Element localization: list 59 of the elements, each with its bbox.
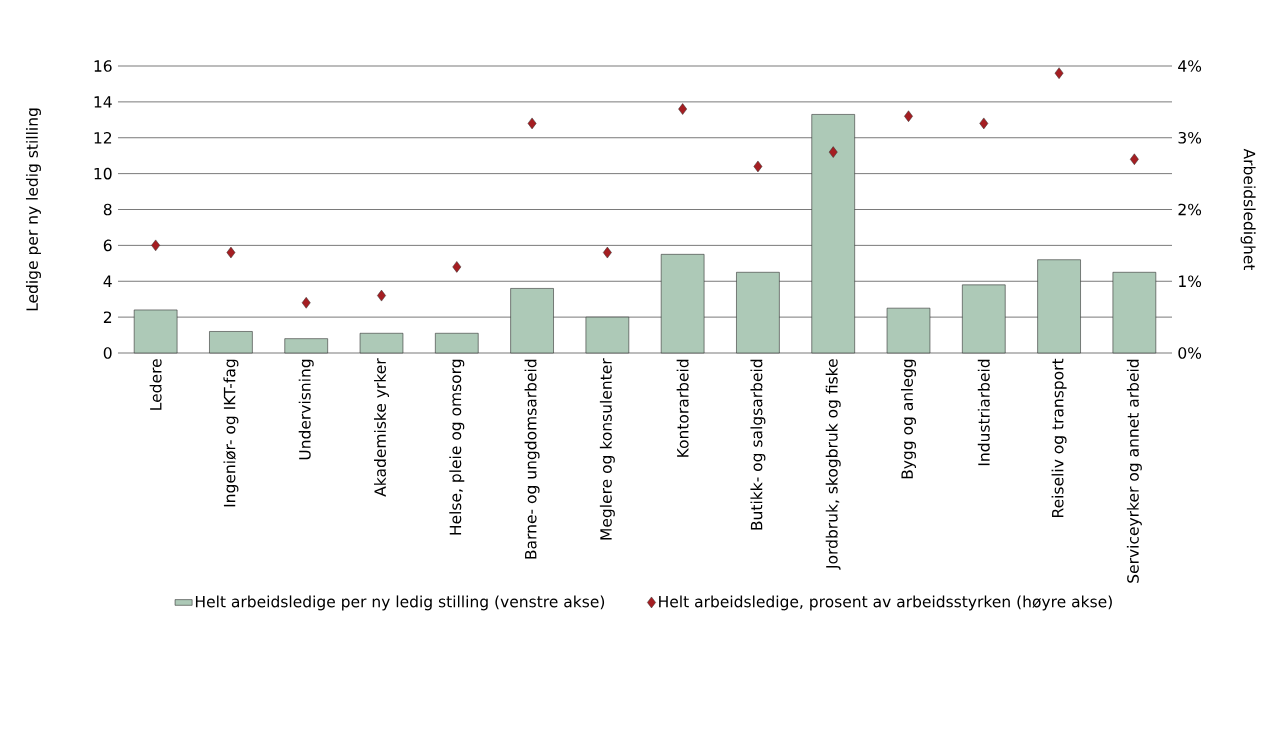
bar <box>962 284 1006 354</box>
point <box>828 146 838 158</box>
y-tick-label: 12 <box>94 132 112 144</box>
point <box>226 246 236 259</box>
y-tick-label: 10 <box>94 167 112 180</box>
point <box>452 261 462 273</box>
y-tick-label: 14 <box>94 96 112 108</box>
legend-label: Helt arbeidsledige, prosent av arbeidsstyrken (høyre akse) <box>659 595 1112 611</box>
y-tick-label: 16 <box>94 60 112 72</box>
bar <box>585 316 630 354</box>
x-tick-label: Meglere og konsulenter <box>599 358 615 540</box>
x-tick-label: Undervisning <box>298 359 314 460</box>
point <box>904 110 913 122</box>
bar <box>1037 259 1081 354</box>
bar <box>886 307 931 354</box>
point <box>602 246 612 259</box>
point <box>527 117 537 130</box>
x-tick-label: Industriarbeid <box>977 359 990 466</box>
y-tick-label: 0 <box>103 347 112 359</box>
x-tick-label: Helse, pleie og omsorg <box>449 359 465 535</box>
x-tick-label: Akademiske yrker <box>374 358 390 497</box>
y2-tick-label: 2% <box>1178 203 1202 216</box>
bar <box>359 332 404 354</box>
point <box>678 103 688 115</box>
y2-tick-label: 1% <box>1179 275 1202 288</box>
x-tick-label: Reiseliv og transport <box>1051 358 1067 517</box>
bar <box>510 288 554 354</box>
y2-axis-title: Arbeidsledighet <box>1240 148 1256 271</box>
bar <box>1112 271 1157 354</box>
legend-label: Helt arbeidsledige per ny ledig stilling (venstre akse) <box>195 595 605 611</box>
x-tick-label: Serviceyrker og annet arbeid <box>1126 359 1142 583</box>
y2-tick-label: 0% <box>1178 347 1202 359</box>
bar <box>435 332 479 354</box>
point <box>151 239 161 252</box>
x-tick-label: Jordbruk, skogbruk og fiske <box>825 359 841 570</box>
y-tick-label: 4 <box>103 275 112 287</box>
y-tick-label: 2 <box>103 311 112 323</box>
y-axis-title: Ledige per ny ledig stilling <box>25 108 41 311</box>
bar <box>209 331 253 354</box>
point <box>1054 67 1064 79</box>
x-tick-label: Ledere <box>149 359 162 410</box>
bar <box>660 254 705 354</box>
point <box>753 160 763 173</box>
bar <box>736 271 780 354</box>
bar <box>811 114 855 354</box>
y2-tick-label: 4% <box>1178 60 1202 72</box>
x-tick-label: Barne- og ungdomsarbeid <box>524 359 540 559</box>
point <box>1129 153 1139 166</box>
x-tick-label: Kontorarbeid <box>676 359 689 457</box>
x-tick-label: Bygg og anlegg <box>901 359 917 479</box>
point <box>979 117 989 130</box>
bar <box>284 338 328 354</box>
x-tick-label: Ingeniør- og IKT-fag <box>223 359 239 507</box>
y-tick-label: 6 <box>103 239 112 252</box>
y2-tick-label: 3% <box>1178 131 1202 144</box>
bar <box>133 309 178 354</box>
point <box>301 297 311 309</box>
x-tick-label: Butikk- og salgsarbeid <box>750 359 766 530</box>
y-tick-label: 8 <box>103 203 112 216</box>
